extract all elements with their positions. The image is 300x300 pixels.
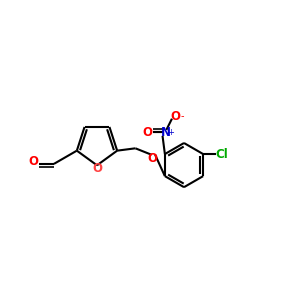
Text: Cl: Cl xyxy=(216,148,228,160)
Text: +: + xyxy=(167,128,174,137)
Text: N: N xyxy=(161,126,171,139)
Text: O: O xyxy=(92,162,102,175)
Text: O: O xyxy=(147,152,157,165)
Text: O: O xyxy=(142,126,152,139)
Text: -: - xyxy=(181,111,184,122)
Text: O: O xyxy=(28,155,38,168)
Text: O: O xyxy=(171,110,181,123)
